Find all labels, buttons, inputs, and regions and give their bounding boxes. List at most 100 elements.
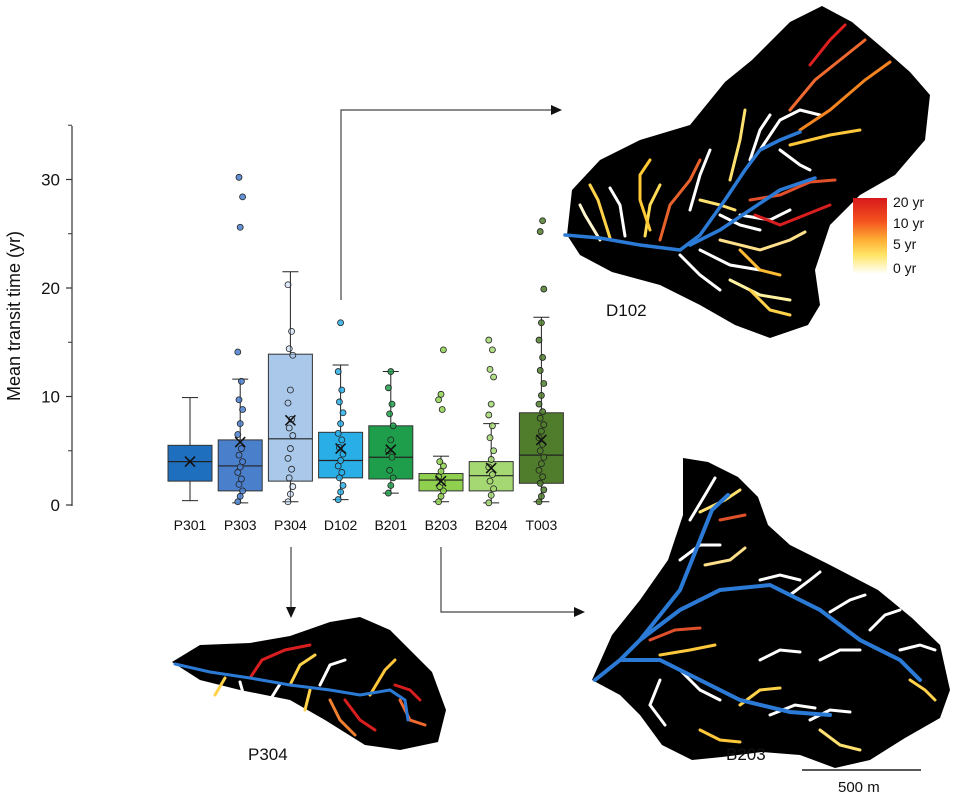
data-point-B201	[387, 482, 395, 489]
data-point-D102	[338, 469, 346, 476]
data-point-D102	[334, 462, 342, 470]
data-point-T003	[540, 486, 548, 494]
data-point-T003	[535, 498, 543, 506]
catchment-map-p304: P304	[172, 617, 446, 764]
data-point-P304	[284, 281, 292, 289]
data-point-T003	[539, 473, 546, 481]
b203-label: B203	[726, 745, 766, 764]
y-tick-label-20: 20	[41, 279, 60, 298]
data-point-P303	[239, 193, 247, 201]
data-point-P303	[235, 173, 243, 181]
catchment-map-d102: D102	[563, 6, 930, 338]
data-point-B204	[487, 491, 495, 499]
data-point-P303	[239, 487, 247, 495]
data-point-B203	[436, 458, 444, 466]
box-P301	[167, 397, 213, 502]
data-point-B203	[439, 487, 447, 495]
data-point-P303	[236, 223, 244, 231]
data-point-B201	[386, 410, 394, 418]
data-point-B203	[438, 406, 446, 413]
data-point-B201	[384, 489, 392, 497]
data-point-T003	[540, 453, 548, 461]
data-point-B203	[435, 498, 443, 506]
data-point-P303	[239, 458, 247, 466]
data-point-B203	[437, 467, 445, 475]
legend-label-20yr: 20 yr	[893, 194, 924, 210]
data-point-T003	[535, 336, 543, 344]
data-point-P303	[236, 463, 244, 471]
data-point-B204	[486, 477, 494, 485]
data-point-B201	[388, 453, 396, 461]
data-point-T003	[539, 408, 546, 416]
category-label-P303: P303	[224, 517, 257, 533]
data-point-P303	[234, 348, 242, 356]
data-point-B204	[488, 471, 496, 479]
data-point-T003	[538, 427, 545, 435]
legend-label-10yr: 10 yr	[893, 215, 924, 231]
arrowhead-d102	[551, 105, 562, 115]
data-point-T003	[536, 414, 544, 422]
data-point-B204	[488, 422, 496, 430]
data-point-T003	[536, 228, 544, 235]
data-point-B204	[486, 365, 494, 373]
arrow-to-d102	[340, 109, 552, 300]
mean-marker-B203	[435, 475, 447, 487]
data-point-D102	[339, 482, 347, 489]
data-point-D102	[339, 409, 347, 417]
data-point-P303	[239, 406, 247, 413]
data-point-B203	[435, 396, 443, 404]
y-ticks: 0 10 20 30	[41, 124, 72, 515]
data-point-B204	[485, 499, 493, 507]
data-point-P304	[285, 474, 293, 482]
mean-marker-P301	[184, 456, 196, 468]
catchment-d102	[567, 6, 930, 338]
data-point-B203	[437, 492, 445, 500]
data-point-B201	[387, 368, 395, 375]
category-label-B201: B201	[374, 517, 407, 533]
data-point-D102	[334, 496, 342, 503]
data-point-T003	[535, 400, 543, 408]
arrowhead-p304	[286, 607, 296, 618]
data-point-B203	[437, 390, 445, 398]
data-point-B203	[439, 462, 447, 470]
streams-d102	[578, 23, 892, 317]
data-point-D102	[337, 420, 345, 428]
category-label-B203: B203	[425, 517, 458, 533]
data-point-P304	[286, 445, 294, 452]
main-river-p304	[173, 662, 410, 722]
data-point-P303	[237, 445, 245, 452]
data-point-P304	[289, 483, 297, 490]
data-point-B204	[487, 456, 495, 463]
data-point-D102	[334, 429, 342, 437]
data-point-T003	[540, 380, 548, 387]
data-point-T003	[536, 479, 544, 487]
data-point-B204	[485, 411, 493, 419]
transit-time-legend: 20 yr 10 yr 5 yr 0 yr	[853, 194, 924, 276]
data-point-P303	[234, 469, 242, 476]
y-tick-label-0: 0	[51, 496, 60, 515]
data-point-B204	[490, 447, 498, 455]
boxes	[167, 173, 564, 507]
box-D102	[318, 319, 364, 503]
data-point-B201	[388, 400, 396, 408]
data-point-T003	[540, 285, 548, 293]
data-point-B204	[490, 373, 498, 381]
data-point-T003	[535, 466, 543, 474]
data-point-D102	[338, 386, 346, 394]
category-label-D102: D102	[324, 517, 358, 533]
data-point-D102	[334, 368, 342, 375]
data-point-P304	[284, 399, 292, 407]
data-point-T003	[536, 367, 544, 374]
data-point-P304	[289, 432, 297, 439]
box-T003	[518, 217, 564, 506]
mean-marker-P304	[284, 414, 296, 426]
data-point-P303	[235, 451, 243, 459]
data-point-B201	[389, 474, 397, 482]
data-point-B204	[488, 346, 496, 354]
y-axis-label: Mean transit time (yr)	[4, 231, 24, 401]
data-point-B204	[487, 400, 495, 408]
arrowhead-b203	[574, 607, 585, 617]
data-point-D102	[337, 319, 345, 327]
mean-marker-B201	[385, 444, 397, 456]
